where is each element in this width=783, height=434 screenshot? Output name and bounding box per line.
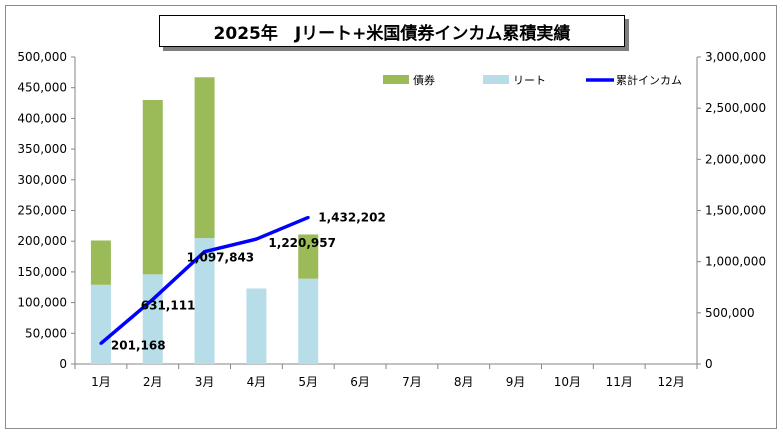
- data-label-2月: 631,111: [141, 298, 196, 312]
- y-right-tick-label: 1,500,000: [705, 204, 766, 218]
- x-tick-label-6: 6月: [350, 375, 370, 389]
- y-right-tick-label: 500,000: [705, 306, 755, 320]
- x-tick-label-3: 3月: [195, 375, 215, 389]
- data-label-4月: 1,220,957: [268, 236, 336, 250]
- bar-reit-5月: [298, 278, 319, 364]
- x-tick-label-5: 5月: [298, 375, 318, 389]
- data-label-5月: 1,432,202: [318, 210, 386, 224]
- y-left-tick-label: 150,000: [17, 265, 67, 279]
- y-left-tick-label: 300,000: [17, 173, 67, 187]
- cumulative-point-3月: [203, 250, 207, 254]
- legend-label-bond: 債券: [413, 73, 435, 87]
- y-right-tick-label: 1,000,000: [705, 255, 766, 269]
- data-label-1月: 201,168: [111, 338, 166, 352]
- y-left-tick-label: 50,000: [25, 326, 67, 340]
- y-right-tick-label: 2,500,000: [705, 101, 766, 115]
- y-right-tick-label: 2,000,000: [705, 152, 766, 166]
- x-tick-label-1: 1月: [91, 375, 111, 389]
- x-tick-label-2: 2月: [143, 375, 163, 389]
- x-tick-label-9: 9月: [506, 375, 526, 389]
- y-left-tick-label: 450,000: [17, 81, 67, 95]
- y-left-tick-label: 200,000: [17, 234, 67, 248]
- chart-title: 2025年 Jリート+米国債券インカム累積実績: [159, 15, 625, 47]
- cumulative-point-2月: [151, 297, 155, 301]
- bar-reit-1月: [90, 284, 111, 364]
- cumulative-point-4月: [254, 237, 258, 241]
- legend-label-cumulative: 累計インカム: [616, 73, 682, 87]
- bar-bond-5月: [298, 234, 319, 279]
- y-left-tick-label: 0: [59, 357, 67, 371]
- legend-swatch-bond: [383, 75, 409, 84]
- bar-bond-2月: [142, 99, 163, 275]
- x-tick-label-11: 11月: [606, 375, 633, 389]
- legend-swatch-reit: [483, 75, 509, 84]
- y-right-tick-label: 3,000,000: [705, 50, 766, 64]
- cumulative-point-1月: [99, 341, 103, 345]
- y-right-tick-label: 0: [705, 357, 713, 371]
- cumulative-point-5月: [306, 215, 310, 219]
- x-tick-label-7: 7月: [402, 375, 422, 389]
- bar-reit-3月: [194, 238, 215, 364]
- y-left-tick-label: 100,000: [17, 296, 67, 310]
- x-tick-label-4: 4月: [247, 375, 267, 389]
- y-left-tick-label: 500,000: [17, 50, 67, 64]
- x-tick-label-12: 12月: [657, 375, 684, 389]
- y-left-tick-label: 400,000: [17, 111, 67, 125]
- x-tick-label-8: 8月: [454, 375, 474, 389]
- legend-label-reit: リート: [513, 74, 546, 87]
- data-label-3月: 1,097,843: [187, 251, 255, 265]
- y-left-tick-label: 250,000: [17, 204, 67, 218]
- bar-bond-3月: [194, 77, 215, 239]
- x-tick-label-10: 10月: [554, 375, 581, 389]
- bar-reit-4月: [246, 288, 267, 364]
- y-left-tick-label: 350,000: [17, 142, 67, 156]
- bar-bond-1月: [90, 240, 111, 285]
